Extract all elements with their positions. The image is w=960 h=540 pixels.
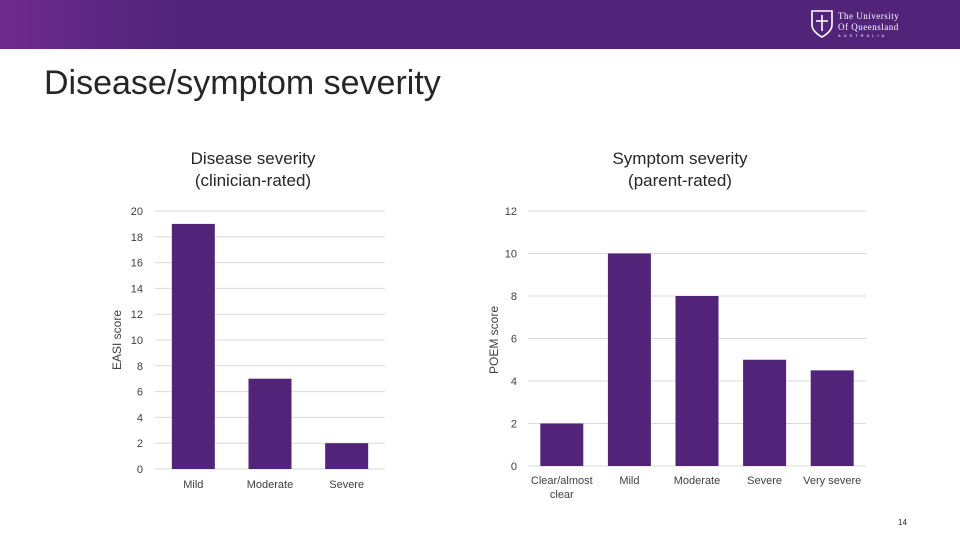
disease-chart-title-line2: (clinician-rated) xyxy=(194,171,312,190)
symptom-category-label: Mild xyxy=(619,475,639,487)
symptom-chart-title-line2: (parent-rated) xyxy=(628,171,732,190)
symptom-ytick-label: 12 xyxy=(505,206,517,218)
disease-category-label: Severe xyxy=(329,479,364,491)
disease-ytick-label: 20 xyxy=(131,206,143,218)
symptom-category-label: Severe xyxy=(747,475,782,487)
disease-ytick-label: 4 xyxy=(137,412,143,424)
symptom-bar-2 xyxy=(675,296,719,466)
disease-ytick-label: 0 xyxy=(137,464,143,476)
symptom-bar-0 xyxy=(540,423,584,466)
symptom-category-label: Clear/almost clear xyxy=(531,475,593,501)
disease-ytick-label: 10 xyxy=(131,335,143,347)
disease-bar-2 xyxy=(325,443,369,469)
disease-ytick-label: 2 xyxy=(137,438,143,450)
page-number: 14 xyxy=(898,518,907,527)
disease-ytick-label: 18 xyxy=(131,232,143,244)
symptom-bar-1 xyxy=(607,253,651,466)
logo-line-1: The University xyxy=(838,11,900,21)
symptom-bar-4 xyxy=(810,370,854,466)
symptom-ylabel: POEM score xyxy=(487,306,501,374)
logo-line-2: Of Queensland xyxy=(838,22,899,32)
header-bar: The University Of Queensland AUSTRALIA xyxy=(0,0,960,49)
disease-ylabel: EASI score xyxy=(110,310,124,370)
disease-ytick-label: 8 xyxy=(137,361,143,373)
symptom-ytick-label: 2 xyxy=(511,419,517,431)
disease-bar-1 xyxy=(248,378,292,469)
disease-chart-title-line1: Disease severity xyxy=(190,149,316,168)
disease-category-label: Mild xyxy=(183,479,203,491)
disease-ytick-label: 12 xyxy=(131,309,143,321)
disease-ytick-label: 6 xyxy=(137,387,143,399)
symptom-ytick-label: 0 xyxy=(511,461,517,473)
symptom-category-label: Moderate xyxy=(674,475,720,487)
symptom-category-label: Very severe xyxy=(803,475,861,487)
symptom-chart-title-line1: Symptom severity xyxy=(612,149,748,168)
symptom-chart-title: Symptom severity (parent-rated) xyxy=(580,148,780,192)
university-logo[interactable]: The University Of Queensland AUSTRALIA xyxy=(810,9,920,41)
page-title: Disease/symptom severity xyxy=(44,64,441,102)
symptom-bar-3 xyxy=(743,359,787,466)
symptom-ytick-label: 6 xyxy=(511,334,517,346)
symptom-ytick-label: 8 xyxy=(511,291,517,303)
disease-category-label: Moderate xyxy=(247,479,293,491)
disease-ytick-label: 14 xyxy=(131,283,143,295)
logo-line-3: AUSTRALIA xyxy=(838,33,888,38)
disease-ytick-label: 16 xyxy=(131,258,143,270)
symptom-ytick-label: 4 xyxy=(511,376,517,388)
disease-bar-0 xyxy=(171,223,215,469)
shield-crest-icon xyxy=(811,10,833,38)
disease-chart-title: Disease severity (clinician-rated) xyxy=(153,148,353,192)
symptom-ytick-label: 10 xyxy=(505,249,517,261)
